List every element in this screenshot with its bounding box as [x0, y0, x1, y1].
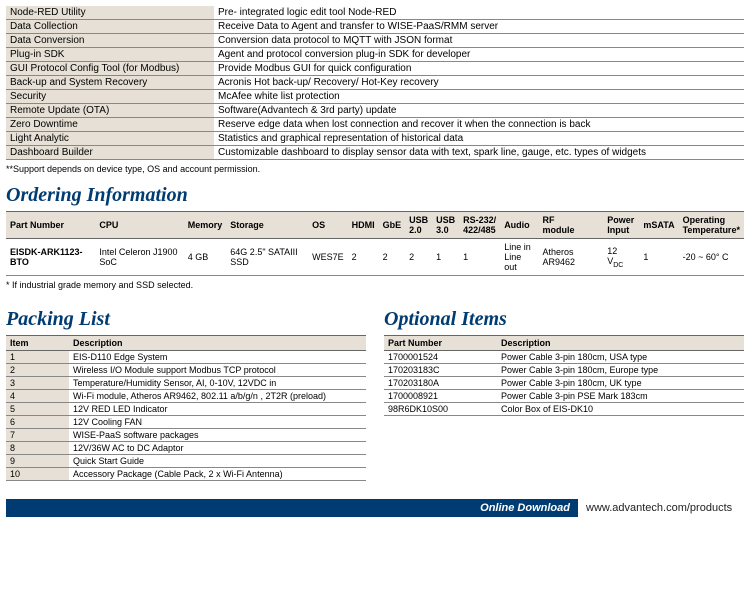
spec-val: Statistics and graphical representation … — [214, 132, 744, 146]
packing-item-num: 7 — [6, 429, 69, 442]
packing-table: Item Description 1EIS-D110 Edge System2W… — [6, 335, 366, 481]
optional-desc: Power Cable 3-pin 180cm, UK type — [497, 377, 744, 390]
optional-pn: 170203183C — [384, 364, 497, 377]
spec-val: Receive Data to Agent and transfer to WI… — [214, 20, 744, 34]
spec-val: Pre- integrated logic edit tool Node-RED — [214, 6, 744, 20]
packing-header-item: Item — [6, 336, 69, 351]
packing-item-desc: Wireless I/O Module support Modbus TCP p… — [69, 364, 366, 377]
packing-item-num: 8 — [6, 442, 69, 455]
ordering-header: GbE — [379, 212, 406, 239]
ordering-header: mSATA — [639, 212, 678, 239]
packing-item-desc: WISE-PaaS software packages — [69, 429, 366, 442]
ordering-cell: WES7E — [308, 239, 348, 276]
spec-key: Remote Update (OTA) — [6, 104, 214, 118]
ordering-cell: 1 — [639, 239, 678, 276]
ordering-header: Memory — [184, 212, 227, 239]
spec-key: Plug-in SDK — [6, 48, 214, 62]
ordering-header: USB3.0 — [432, 212, 459, 239]
spec-val: McAfee white list protection — [214, 90, 744, 104]
packing-header-desc: Description — [69, 336, 366, 351]
ordering-header: OS — [308, 212, 348, 239]
ordering-cell: 2 — [348, 239, 379, 276]
ordering-cell: EISDK-ARK1123-BTO — [6, 239, 95, 276]
spec-key: Data Collection — [6, 20, 214, 34]
ordering-header: PowerInput — [603, 212, 639, 239]
download-url: www.advantech.com/products — [578, 499, 744, 517]
optional-pn: 98R6DK10S00 — [384, 403, 497, 416]
ordering-cell: 2 — [405, 239, 432, 276]
packing-item-num: 9 — [6, 455, 69, 468]
optional-pn: 1700008921 — [384, 390, 497, 403]
optional-table: Part Number Description 1700001524Power … — [384, 335, 744, 416]
spec-val: Agent and protocol conversion plug-in SD… — [214, 48, 744, 62]
ordering-cell: 64G 2.5" SATAIII SSD — [226, 239, 308, 276]
optional-desc: Power Cable 3-pin 180cm, USA type — [497, 351, 744, 364]
spec-key: Security — [6, 90, 214, 104]
ordering-header: Storage — [226, 212, 308, 239]
packing-item-num: 3 — [6, 377, 69, 390]
packing-item-desc: Quick Start Guide — [69, 455, 366, 468]
download-bar: Online Download www.advantech.com/produc… — [6, 499, 744, 517]
optional-desc: Power Cable 3-pin 180cm, Europe type — [497, 364, 744, 377]
ordering-cell: 1 — [432, 239, 459, 276]
ordering-footnote: * If industrial grade memory and SSD sel… — [6, 280, 744, 290]
packing-item-num: 5 — [6, 403, 69, 416]
ordering-cell: Line inLine out — [500, 239, 538, 276]
ordering-header: Audio — [500, 212, 538, 239]
spec-val: Customizable dashboard to display sensor… — [214, 146, 744, 160]
ordering-title: Ordering Information — [6, 184, 744, 207]
spec-table: Node-RED UtilityPre- integrated logic ed… — [6, 6, 744, 160]
optional-desc: Color Box of EIS-DK10 — [497, 403, 744, 416]
ordering-header: Part Number — [6, 212, 95, 239]
spec-val: Acronis Hot back-up/ Recovery/ Hot-Key r… — [214, 76, 744, 90]
packing-item-num: 10 — [6, 468, 69, 481]
ordering-header: RFmodule — [538, 212, 603, 239]
packing-item-desc: 12V RED LED Indicator — [69, 403, 366, 416]
packing-item-desc: 12V Cooling FAN — [69, 416, 366, 429]
packing-item-desc: Wi-Fi module, Atheros AR9462, 802.11 a/b… — [69, 390, 366, 403]
spec-key: Node-RED Utility — [6, 6, 214, 20]
spec-val: Provide Modbus GUI for quick configurati… — [214, 62, 744, 76]
spec-val: Conversion data protocol to MQTT with JS… — [214, 34, 744, 48]
packing-item-num: 4 — [6, 390, 69, 403]
optional-desc: Power Cable 3-pin PSE Mark 183cm — [497, 390, 744, 403]
packing-title: Packing List — [6, 308, 366, 331]
ordering-header: RS-232/422/485 — [459, 212, 500, 239]
packing-item-desc: 12V/36W AC to DC Adaptor — [69, 442, 366, 455]
spec-key: Back-up and System Recovery — [6, 76, 214, 90]
ordering-cell: 4 GB — [184, 239, 227, 276]
ordering-cell: 2 — [379, 239, 406, 276]
packing-item-num: 6 — [6, 416, 69, 429]
packing-item-desc: EIS-D110 Edge System — [69, 351, 366, 364]
optional-header-desc: Description — [497, 336, 744, 351]
optional-pn: 170203180A — [384, 377, 497, 390]
spec-val: Reserve edge data when lost connection a… — [214, 118, 744, 132]
spec-key: Light Analytic — [6, 132, 214, 146]
spec-val: Software(Advantech & 3rd party) update — [214, 104, 744, 118]
optional-title: Optional Items — [384, 308, 744, 331]
ordering-cell: -20 ~ 60° C — [679, 239, 744, 276]
ordering-header: HDMI — [348, 212, 379, 239]
spec-key: GUI Protocol Config Tool (for Modbus) — [6, 62, 214, 76]
spec-footnote: **Support depends on device type, OS and… — [6, 164, 744, 174]
ordering-table: Part NumberCPUMemoryStorageOSHDMIGbEUSB2… — [6, 211, 744, 276]
packing-item-desc: Accessory Package (Cable Pack, 2 x Wi-Fi… — [69, 468, 366, 481]
optional-pn: 1700001524 — [384, 351, 497, 364]
packing-item-num: 1 — [6, 351, 69, 364]
ordering-header: OperatingTemperature* — [679, 212, 744, 239]
ordering-cell: Intel Celeron J1900 SoC — [95, 239, 183, 276]
spec-key: Dashboard Builder — [6, 146, 214, 160]
spec-key: Zero Downtime — [6, 118, 214, 132]
ordering-header: CPU — [95, 212, 183, 239]
packing-item-desc: Temperature/Humidity Sensor, AI, 0-10V, … — [69, 377, 366, 390]
optional-header-pn: Part Number — [384, 336, 497, 351]
ordering-cell: 12 VDC — [603, 239, 639, 276]
ordering-cell: Atheros AR9462 — [538, 239, 603, 276]
ordering-cell: 1 — [459, 239, 500, 276]
download-label: Online Download — [472, 499, 578, 517]
spec-key: Data Conversion — [6, 34, 214, 48]
packing-item-num: 2 — [6, 364, 69, 377]
ordering-header: USB2.0 — [405, 212, 432, 239]
